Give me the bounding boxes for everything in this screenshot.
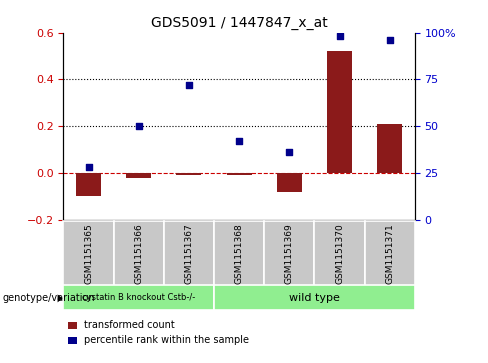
Bar xyxy=(226,173,252,175)
Bar xyxy=(63,221,114,285)
Title: GDS5091 / 1447847_x_at: GDS5091 / 1447847_x_at xyxy=(151,16,327,30)
Bar xyxy=(365,221,415,285)
Bar xyxy=(126,173,151,178)
Point xyxy=(235,138,243,144)
Text: GSM1151371: GSM1151371 xyxy=(385,223,394,284)
Bar xyxy=(176,173,202,175)
Point xyxy=(84,164,92,170)
Bar xyxy=(327,52,352,173)
Point xyxy=(135,123,142,129)
Bar xyxy=(214,285,415,310)
Bar xyxy=(277,173,302,192)
Point xyxy=(336,33,344,39)
Bar xyxy=(63,285,214,310)
Bar xyxy=(114,221,164,285)
Bar xyxy=(314,221,365,285)
Text: GSM1151368: GSM1151368 xyxy=(235,223,244,284)
Text: wild type: wild type xyxy=(289,293,340,303)
Point xyxy=(185,82,193,88)
Text: genotype/variation: genotype/variation xyxy=(2,293,95,303)
Text: GSM1151365: GSM1151365 xyxy=(84,223,93,284)
Polygon shape xyxy=(58,294,62,302)
Text: GSM1151369: GSM1151369 xyxy=(285,223,294,284)
Bar xyxy=(76,173,101,196)
Bar xyxy=(214,221,264,285)
Bar xyxy=(164,221,214,285)
Text: GSM1151366: GSM1151366 xyxy=(134,223,143,284)
Point xyxy=(386,37,394,43)
Text: GSM1151367: GSM1151367 xyxy=(184,223,193,284)
Text: percentile rank within the sample: percentile rank within the sample xyxy=(84,335,249,346)
Bar xyxy=(377,124,402,173)
Bar xyxy=(264,221,314,285)
Text: cystatin B knockout Cstb-/-: cystatin B knockout Cstb-/- xyxy=(82,293,195,302)
Point xyxy=(285,150,293,155)
Text: GSM1151370: GSM1151370 xyxy=(335,223,344,284)
Text: transformed count: transformed count xyxy=(84,320,175,330)
